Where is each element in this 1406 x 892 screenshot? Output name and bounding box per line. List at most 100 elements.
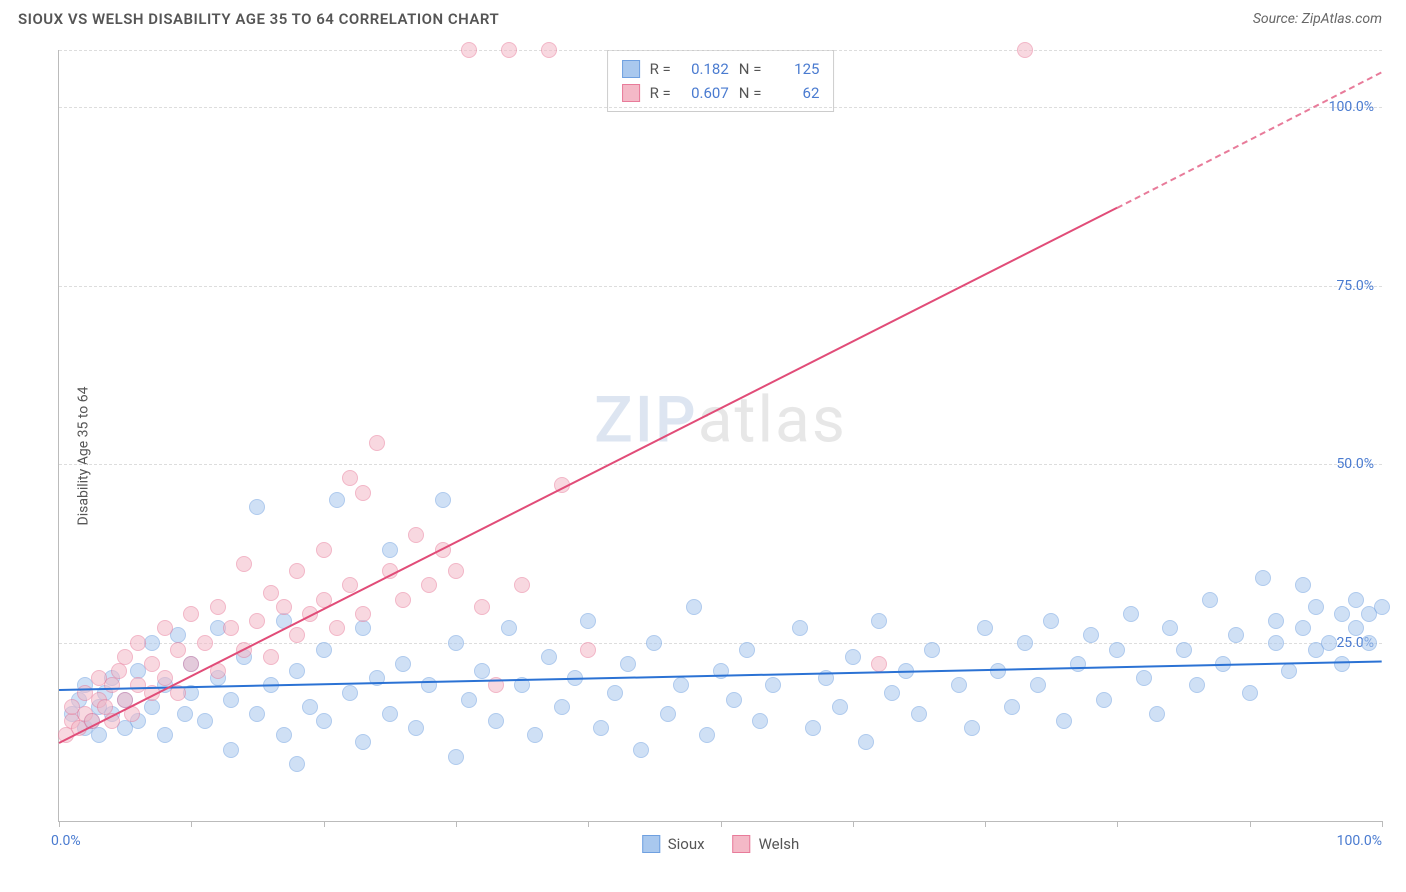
data-point-welsh (448, 563, 464, 579)
data-point-sioux (951, 677, 967, 693)
data-point-sioux (1017, 635, 1033, 651)
n-label: N = (739, 81, 762, 105)
r-label: R = (650, 81, 671, 105)
data-point-welsh (157, 670, 173, 686)
plot-area: ZIPatlas R = 0.182 N = 125 R = 0.607 N =… (58, 50, 1382, 822)
gridline (59, 464, 1382, 465)
data-point-sioux (699, 727, 715, 743)
data-point-sioux (144, 699, 160, 715)
data-point-sioux (646, 635, 662, 651)
data-point-welsh (236, 556, 252, 572)
data-point-sioux (289, 756, 305, 772)
data-point-sioux (197, 713, 213, 729)
data-point-sioux (302, 699, 318, 715)
data-point-sioux (355, 734, 371, 750)
data-point-sioux (1281, 663, 1297, 679)
data-point-welsh (541, 42, 557, 58)
legend-series: Sioux Welsh (642, 835, 800, 853)
legend-label: Sioux (668, 835, 705, 853)
data-point-sioux (382, 542, 398, 558)
data-point-sioux (1348, 592, 1364, 608)
data-point-welsh (355, 485, 371, 501)
data-point-sioux (1242, 685, 1258, 701)
chart-title: SIOUX VS WELSH DISABILITY AGE 35 TO 64 C… (18, 10, 499, 28)
data-point-sioux (977, 620, 993, 636)
data-point-sioux (1361, 635, 1377, 651)
data-point-welsh (289, 627, 305, 643)
data-point-sioux (1162, 620, 1178, 636)
x-tick (456, 821, 457, 827)
data-point-sioux (686, 599, 702, 615)
data-point-sioux (1202, 592, 1218, 608)
data-point-sioux (1334, 606, 1350, 622)
swatch-sioux (622, 60, 640, 78)
data-point-sioux (1123, 606, 1139, 622)
data-point-sioux (845, 649, 861, 665)
data-point-welsh (408, 527, 424, 543)
data-point-welsh (249, 613, 265, 629)
data-point-sioux (858, 734, 874, 750)
x-tick (1382, 821, 1383, 827)
data-point-sioux (408, 720, 424, 736)
data-point-sioux (726, 692, 742, 708)
data-point-welsh (461, 42, 477, 58)
data-point-sioux (1109, 642, 1125, 658)
n-value-welsh: 62 (771, 81, 819, 105)
legend-stats: R = 0.182 N = 125 R = 0.607 N = 62 (607, 50, 835, 112)
data-point-sioux (660, 706, 676, 722)
chart-area: Disability Age 35 to 64 ZIPatlas R = 0.1… (18, 40, 1382, 872)
data-point-welsh (514, 577, 530, 593)
data-point-welsh (157, 620, 173, 636)
x-tick (985, 821, 986, 827)
n-label: N = (739, 57, 762, 81)
gridline (59, 286, 1382, 287)
data-point-sioux (1321, 635, 1337, 651)
data-point-sioux (990, 663, 1006, 679)
chart-source: Source: ZipAtlas.com (1253, 11, 1382, 27)
data-point-sioux (1374, 599, 1390, 615)
data-point-welsh (130, 635, 146, 651)
data-point-sioux (911, 706, 927, 722)
legend-item-sioux: Sioux (642, 835, 705, 853)
data-point-welsh (289, 563, 305, 579)
data-point-sioux (488, 713, 504, 729)
x-axis-max-label: 100.0% (1337, 833, 1382, 849)
data-point-sioux (501, 620, 517, 636)
data-point-sioux (355, 620, 371, 636)
swatch-sioux (642, 835, 660, 853)
data-point-sioux (1176, 642, 1192, 658)
data-point-welsh (183, 656, 199, 672)
data-point-sioux (527, 727, 543, 743)
data-point-welsh (210, 599, 226, 615)
data-point-sioux (1043, 613, 1059, 629)
data-point-sioux (223, 692, 239, 708)
data-point-welsh (355, 606, 371, 622)
data-point-sioux (1295, 577, 1311, 593)
data-point-sioux (1295, 620, 1311, 636)
data-point-sioux (1149, 706, 1165, 722)
data-point-sioux (580, 613, 596, 629)
r-value-sioux: 0.182 (681, 57, 729, 81)
y-tick-label: 100.0% (1329, 99, 1374, 115)
data-point-sioux (792, 620, 808, 636)
data-point-sioux (1096, 692, 1112, 708)
x-tick (191, 821, 192, 827)
data-point-sioux (448, 749, 464, 765)
x-tick (588, 821, 589, 827)
data-point-welsh (183, 606, 199, 622)
legend-item-welsh: Welsh (733, 835, 800, 853)
data-point-sioux (1083, 627, 1099, 643)
data-point-sioux (1268, 635, 1284, 651)
data-point-sioux (276, 727, 292, 743)
data-point-sioux (91, 727, 107, 743)
swatch-welsh (622, 84, 640, 102)
trend-line (1117, 72, 1383, 209)
data-point-sioux (1308, 599, 1324, 615)
data-point-sioux (805, 720, 821, 736)
r-label: R = (650, 57, 671, 81)
x-axis-min-label: 0.0% (51, 833, 81, 849)
gridline (59, 50, 1382, 51)
data-point-sioux (752, 713, 768, 729)
trend-line (59, 207, 1118, 744)
legend-stats-row-sioux: R = 0.182 N = 125 (622, 57, 820, 81)
